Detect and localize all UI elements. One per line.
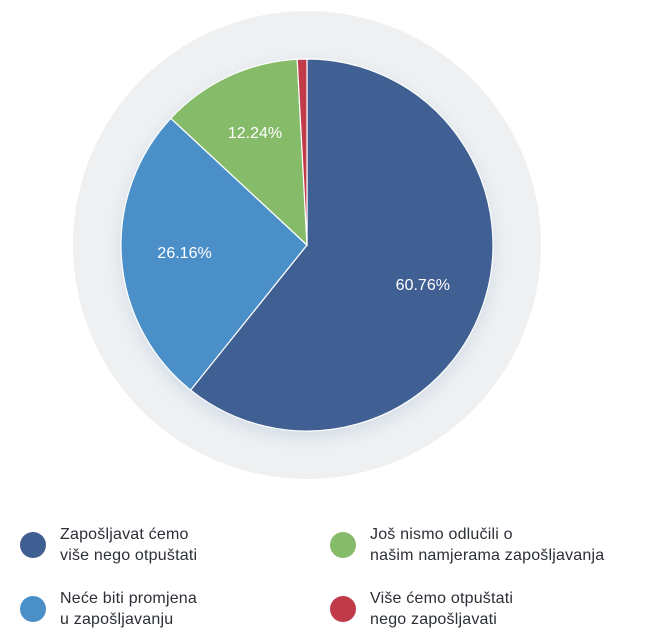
pie-slice-undecided (169, 58, 308, 247)
pie-slice-no-change (120, 117, 308, 391)
pie-data-label: 60.76% (396, 277, 450, 294)
pie-chart: 60.76% 26.16% 12.24% (73, 11, 541, 479)
legend-swatch (330, 596, 356, 622)
legend-label: Još nismo odlučili o našim namjerama zap… (370, 526, 605, 564)
pie-data-label: 12.24% (228, 125, 282, 142)
legend-label: Zapošljavat ćemo više nego otpuštati (60, 526, 198, 564)
legend-item-undecided: Još nismo odlučili o našim namjerama zap… (330, 524, 604, 566)
legend-swatch (330, 532, 356, 558)
pie-data-label: 26.16% (157, 245, 211, 262)
legend-item-no-change: Neće biti promjena u zapošljavanju (20, 588, 197, 630)
legend-label: Više ćemo otpuštati nego zapošljavati (370, 590, 514, 628)
pie-slice-fire-more (296, 58, 308, 246)
legend-swatch (20, 532, 46, 558)
legend-label: Neće biti promjena u zapošljavanju (60, 590, 197, 628)
pie-slice-hire-more (189, 58, 494, 432)
legend-swatch (20, 596, 46, 622)
legend: Zapošljavat ćemo više nego otpuštati Još… (0, 516, 659, 639)
legend-item-hire-more: Zapošljavat ćemo više nego otpuštati (20, 524, 197, 566)
legend-item-fire-more: Više ćemo otpuštati nego zapošljavati (330, 588, 513, 630)
